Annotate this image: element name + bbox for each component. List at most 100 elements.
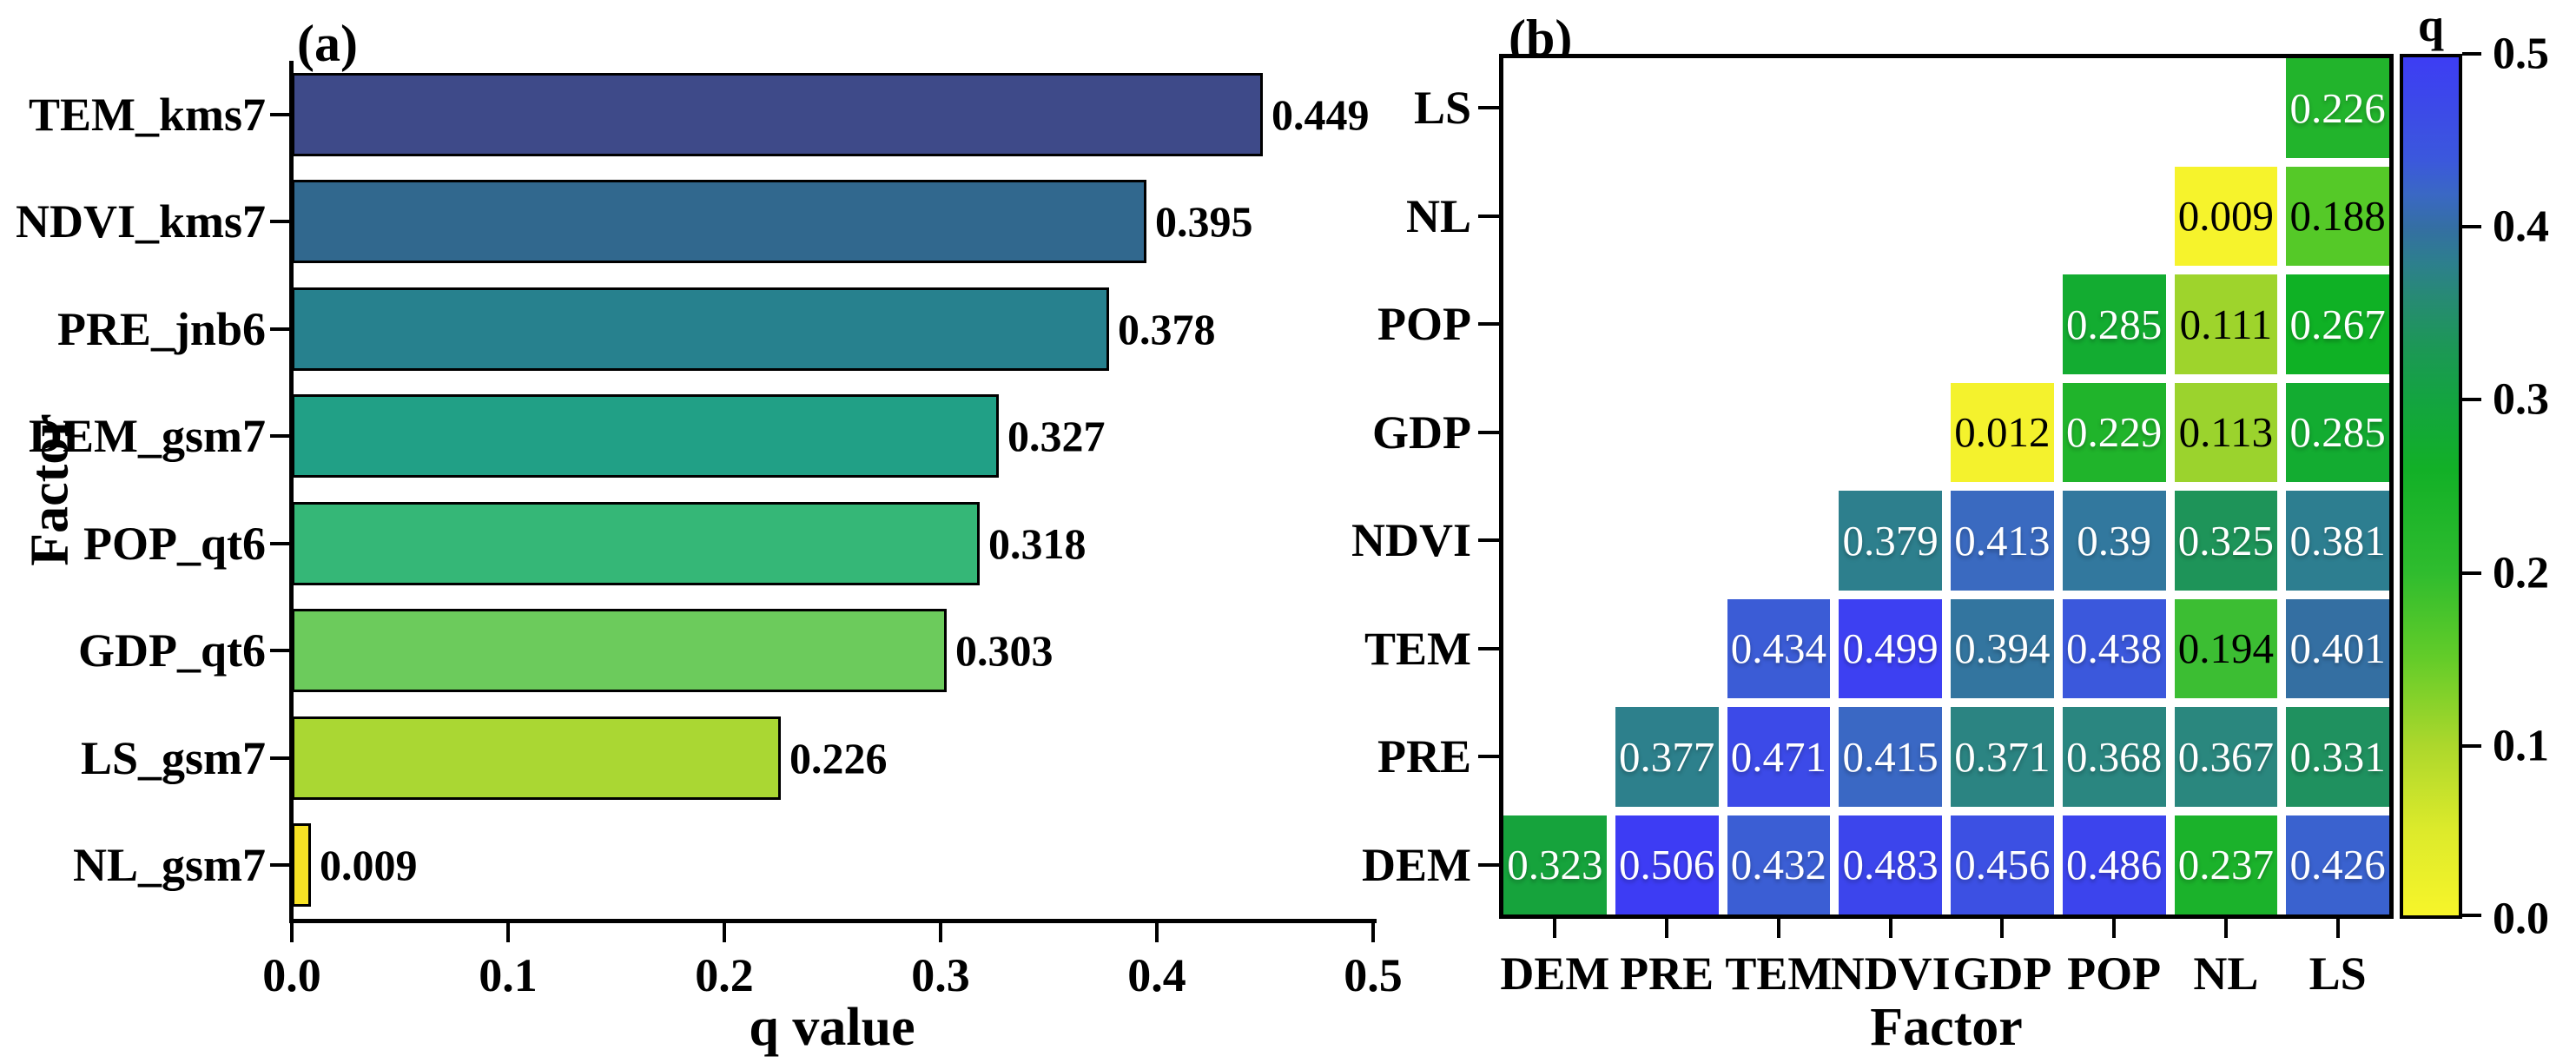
heatmap-cell-POP-POP: 0.285 — [2062, 274, 2166, 374]
panel-a-bar-chart: (a) Factor q value 0.449 0.395 0.378 0.327 0… — [15, 15, 1403, 1057]
colorbar-tick-label: 0.1 — [2493, 721, 2549, 771]
x-axis-tick — [2223, 919, 2228, 938]
y-axis-tick-label: TEM — [1364, 622, 1471, 675]
colorbar-gradient — [2403, 57, 2459, 915]
heatmap-cell-TEM-TEM: 0.434 — [1727, 598, 1831, 698]
heatmap-cell-value: 0.194 — [2177, 624, 2274, 673]
heatmap-cell-value: 0.486 — [2066, 841, 2163, 889]
colorbar-tick — [2462, 571, 2481, 575]
heatmap-cell-NDVI-LS: 0.381 — [2286, 491, 2389, 591]
colorbar-tick-label: 0.3 — [2493, 374, 2549, 425]
heatmap-cell-PRE-PRE: 0.377 — [1615, 707, 1719, 807]
colorbar — [2400, 54, 2462, 919]
bar-value-label: 0.449 — [1271, 89, 1370, 139]
y-axis-tick — [1478, 214, 1499, 218]
y-axis-tick-label: POP_qt6 — [83, 517, 266, 570]
heatmap-cell-value: 0.377 — [1619, 732, 1715, 781]
panel-b-x-axis-title: Factor — [1870, 998, 2023, 1057]
panel-a-label: (a) — [297, 15, 358, 72]
y-axis-tick — [1478, 755, 1499, 759]
x-axis-tick-label: TEM — [1725, 947, 1833, 1000]
bar-value-label: 0.395 — [1155, 197, 1253, 247]
colorbar-tick — [2462, 52, 2481, 56]
heatmap-cell-PRE-TEM: 0.471 — [1727, 707, 1831, 807]
bar-LS_gsm7 — [292, 716, 781, 800]
bar-NDVI_kms7 — [292, 180, 1146, 264]
x-axis-tick — [506, 923, 510, 942]
colorbar-title: q — [2417, 0, 2445, 51]
x-axis-tick-label: LS — [2308, 947, 2367, 1000]
heatmap-cell-DEM-GDP: 0.456 — [1951, 815, 2054, 914]
heatmap-cell-value: 0.483 — [1842, 841, 1939, 889]
heatmap-cell-value: 0.413 — [1954, 516, 2051, 565]
bar-value-label: 0.378 — [1118, 304, 1216, 353]
y-axis-tick — [1478, 538, 1499, 543]
bar-value-label: 0.009 — [320, 841, 418, 890]
y-axis-tick — [270, 112, 289, 116]
heatmap-cell-DEM-POP: 0.486 — [2062, 815, 2166, 914]
y-axis-tick — [1478, 646, 1499, 650]
heatmap-cell-value: 0.325 — [2177, 516, 2274, 565]
x-axis-tick-label: 0.0 — [262, 949, 321, 1001]
heatmap-cell-GDP-NL: 0.113 — [2174, 382, 2278, 482]
x-axis-tick-label: DEM — [1500, 947, 1610, 1000]
heatmap-cell-value: 0.456 — [1954, 841, 2051, 889]
x-axis-tick-label: NL — [2193, 947, 2259, 1000]
bar-PRE_jnb6 — [292, 287, 1109, 371]
heatmap-cell-NL-NL: 0.009 — [2174, 166, 2278, 266]
bar-value-label: 0.327 — [1007, 412, 1106, 461]
heatmap-cell-GDP-POP: 0.229 — [2062, 382, 2166, 482]
heatmap-cell-TEM-POP: 0.438 — [2062, 598, 2166, 698]
heatmap-cell-PRE-LS: 0.331 — [2286, 707, 2389, 807]
heatmap-cell-value: 0.506 — [1619, 841, 1715, 889]
y-axis-tick-label: NDVI — [1351, 514, 1471, 567]
heatmap-cell-NDVI-POP: 0.39 — [2062, 491, 2166, 591]
heatmap-cell-PRE-POP: 0.368 — [2062, 707, 2166, 807]
y-axis-tick — [270, 541, 289, 545]
heatmap-cell-value: 0.394 — [1954, 624, 2051, 673]
y-axis-tick-label: LS — [1413, 82, 1471, 135]
y-axis-tick — [270, 220, 289, 224]
bar-DEM_gsm7 — [292, 394, 999, 479]
colorbar-tick-label: 0.0 — [2493, 894, 2549, 944]
bar-value-label: 0.318 — [988, 518, 1087, 568]
heatmap-cell-value: 0.285 — [2066, 300, 2163, 348]
heatmap-cell-TEM-LS: 0.401 — [2286, 598, 2389, 698]
heatmap-cell-value: 0.331 — [2289, 732, 2386, 781]
y-axis-tick-label: NDVI_kms7 — [15, 195, 266, 248]
heatmap-cell-value: 0.426 — [2289, 841, 2386, 889]
heatmap-cell-value: 0.285 — [2289, 408, 2386, 457]
heatmap-cell-value: 0.434 — [1730, 624, 1826, 673]
x-axis-tick — [1776, 919, 1780, 938]
heatmap-cell-NDVI-NDVI: 0.379 — [1839, 491, 1942, 591]
heatmap-cell-value: 0.323 — [1507, 841, 1603, 889]
heatmap-cell-value: 0.111 — [2179, 300, 2273, 348]
heatmap-cell-value: 0.379 — [1842, 516, 1939, 565]
x-axis-tick-label: 0.1 — [479, 949, 538, 1001]
y-axis-tick — [270, 649, 289, 653]
x-axis-tick — [1665, 919, 1669, 938]
heatmap-cell-GDP-LS: 0.285 — [2286, 382, 2389, 482]
heatmap-cell-TEM-NL: 0.194 — [2174, 598, 2278, 698]
colorbar-tick-label: 0.4 — [2493, 201, 2549, 252]
heatmap-cell-value: 0.229 — [2066, 408, 2163, 457]
y-axis-tick-label: DEM — [1362, 838, 1471, 891]
bar-TEM_kms7 — [292, 72, 1263, 156]
heatmap-cell-value: 0.368 — [2066, 732, 2163, 781]
heatmap-cell-value: 0.188 — [2289, 192, 2386, 241]
y-axis-tick-label: PRE_jnb6 — [56, 302, 266, 355]
x-axis-tick-label: 0.5 — [1344, 949, 1403, 1001]
heatmap-cell-value: 0.226 — [2289, 83, 2386, 132]
heatmap-cell-GDP-GDP: 0.012 — [1951, 382, 2054, 482]
x-axis-tick-label: NDVI — [1830, 947, 1951, 1000]
heatmap-cell-PRE-GDP: 0.371 — [1951, 707, 2054, 807]
panel-b-heatmap: (b) 0.226 0.009 0.188 0.285 0.111 0.267 0.012 0… — [1338, 0, 2576, 1063]
heatmap-cell-value: 0.267 — [2289, 300, 2386, 348]
heatmap-cell-DEM-PRE: 0.506 — [1615, 815, 1719, 914]
heatmap-cell-value: 0.39 — [2077, 516, 2151, 565]
x-axis-tick-label: PRE — [1620, 947, 1714, 1000]
y-axis-tick — [1478, 430, 1499, 434]
heatmap-cell-PRE-NL: 0.367 — [2174, 707, 2278, 807]
colorbar-tick — [2462, 398, 2481, 402]
heatmap-cell-NDVI-GDP: 0.413 — [1951, 491, 2054, 591]
